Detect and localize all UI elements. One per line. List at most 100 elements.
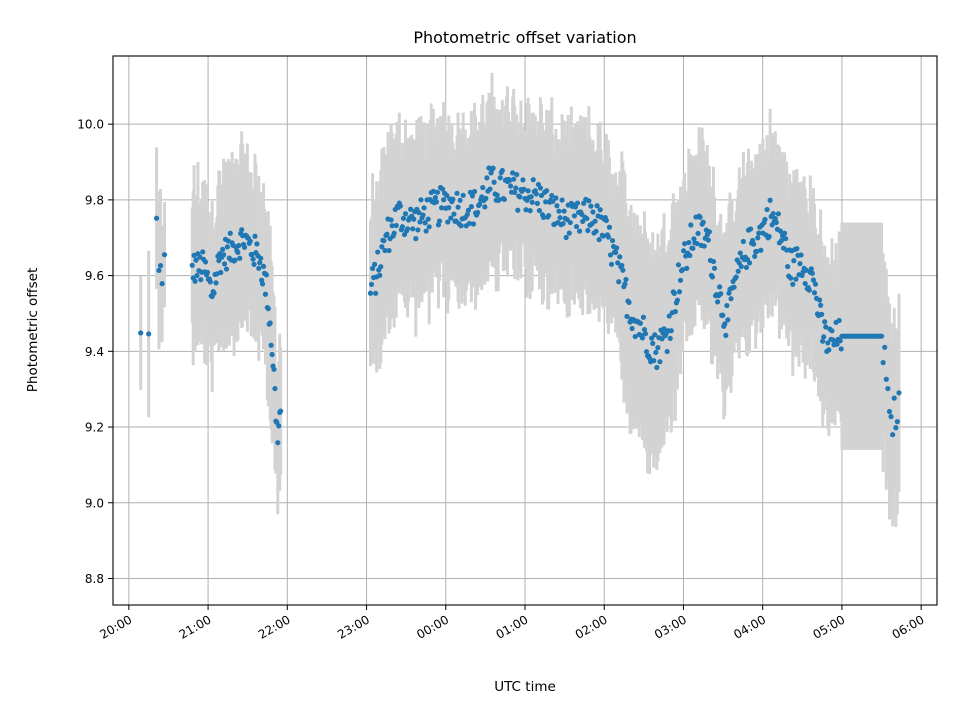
data-point bbox=[275, 440, 281, 446]
data-point bbox=[576, 228, 583, 234]
data-point bbox=[432, 194, 438, 201]
data-point bbox=[511, 176, 517, 182]
x-tick-label: 21:00 bbox=[177, 612, 214, 641]
data-point bbox=[457, 197, 463, 203]
data-point bbox=[772, 215, 778, 222]
data-point bbox=[586, 198, 592, 204]
data-point bbox=[893, 425, 899, 431]
data-point bbox=[710, 258, 717, 265]
data-point bbox=[629, 325, 635, 332]
data-point bbox=[465, 207, 471, 213]
data-point bbox=[825, 340, 831, 346]
data-point bbox=[666, 313, 672, 319]
data-point bbox=[557, 215, 563, 221]
data-point bbox=[389, 223, 395, 229]
data-point bbox=[393, 222, 399, 229]
data-point bbox=[594, 203, 600, 209]
data-point bbox=[691, 236, 697, 242]
data-point bbox=[706, 229, 712, 235]
data-point bbox=[388, 217, 394, 223]
data-point bbox=[603, 217, 609, 224]
data-point bbox=[600, 233, 606, 239]
data-point bbox=[726, 290, 732, 296]
y-tick-label: 8.8 bbox=[85, 572, 104, 586]
y-tick-label: 10.0 bbox=[77, 118, 104, 132]
data-point bbox=[513, 185, 519, 191]
data-point bbox=[533, 191, 539, 197]
data-point bbox=[375, 249, 381, 255]
data-point bbox=[236, 242, 242, 249]
data-point bbox=[812, 281, 819, 287]
y-axis-label: Photometric offset bbox=[25, 268, 41, 392]
x-tick-label: 06:00 bbox=[890, 612, 927, 641]
data-point bbox=[637, 320, 643, 326]
data-point bbox=[756, 230, 762, 236]
data-point bbox=[609, 237, 616, 244]
data-point bbox=[411, 216, 417, 222]
data-point bbox=[416, 210, 422, 216]
data-point bbox=[258, 255, 264, 261]
data-point bbox=[722, 321, 728, 327]
data-point bbox=[235, 249, 241, 255]
data-point bbox=[527, 208, 533, 214]
data-point bbox=[808, 266, 814, 272]
data-point bbox=[571, 213, 578, 219]
data-point bbox=[372, 261, 378, 267]
data-point bbox=[477, 201, 483, 207]
data-point bbox=[556, 208, 562, 214]
data-point bbox=[251, 261, 257, 267]
data-point bbox=[632, 333, 638, 340]
data-point bbox=[517, 194, 523, 200]
data-point bbox=[816, 297, 823, 303]
data-point bbox=[777, 228, 784, 234]
data-point bbox=[878, 333, 885, 339]
data-point bbox=[268, 342, 274, 348]
data-point bbox=[649, 335, 655, 341]
y-tick-label: 9.6 bbox=[85, 269, 104, 283]
data-point bbox=[193, 257, 199, 263]
data-point bbox=[259, 281, 266, 287]
data-point bbox=[454, 190, 460, 196]
data-point bbox=[773, 219, 779, 226]
data-point bbox=[752, 253, 758, 259]
data-point bbox=[705, 237, 711, 243]
data-point bbox=[267, 320, 273, 326]
data-point bbox=[596, 237, 602, 243]
x-axis-ticks: 20:00 21:00 22:00 23:00 00:00 01:00 02:00 03:00… bbox=[97, 605, 927, 642]
data-point bbox=[674, 297, 681, 303]
data-point bbox=[608, 261, 615, 267]
data-point bbox=[426, 224, 432, 230]
data-point bbox=[204, 269, 211, 275]
data-point bbox=[202, 259, 209, 265]
data-point bbox=[540, 214, 547, 221]
data-point bbox=[681, 248, 687, 254]
data-point bbox=[701, 243, 707, 249]
data-point bbox=[836, 317, 842, 324]
data-point bbox=[581, 200, 587, 206]
data-point bbox=[677, 277, 684, 283]
data-point bbox=[891, 395, 897, 401]
data-point bbox=[417, 219, 423, 225]
data-point bbox=[720, 312, 726, 318]
data-point bbox=[263, 272, 269, 278]
data-point bbox=[241, 244, 248, 250]
data-point bbox=[404, 226, 411, 232]
data-point bbox=[834, 341, 840, 347]
data-point bbox=[440, 186, 446, 192]
data-point bbox=[810, 277, 817, 283]
data-point bbox=[382, 247, 388, 254]
data-point bbox=[785, 263, 791, 270]
data-point bbox=[767, 197, 773, 203]
data-point bbox=[381, 238, 387, 244]
data-point bbox=[537, 185, 544, 191]
data-point bbox=[399, 224, 406, 230]
data-point bbox=[278, 408, 284, 414]
data-point bbox=[494, 192, 500, 198]
data-point bbox=[643, 349, 650, 355]
data-point bbox=[639, 335, 646, 341]
data-point bbox=[450, 196, 456, 202]
data-point bbox=[624, 313, 630, 320]
data-point bbox=[514, 171, 520, 178]
data-point bbox=[391, 230, 397, 236]
